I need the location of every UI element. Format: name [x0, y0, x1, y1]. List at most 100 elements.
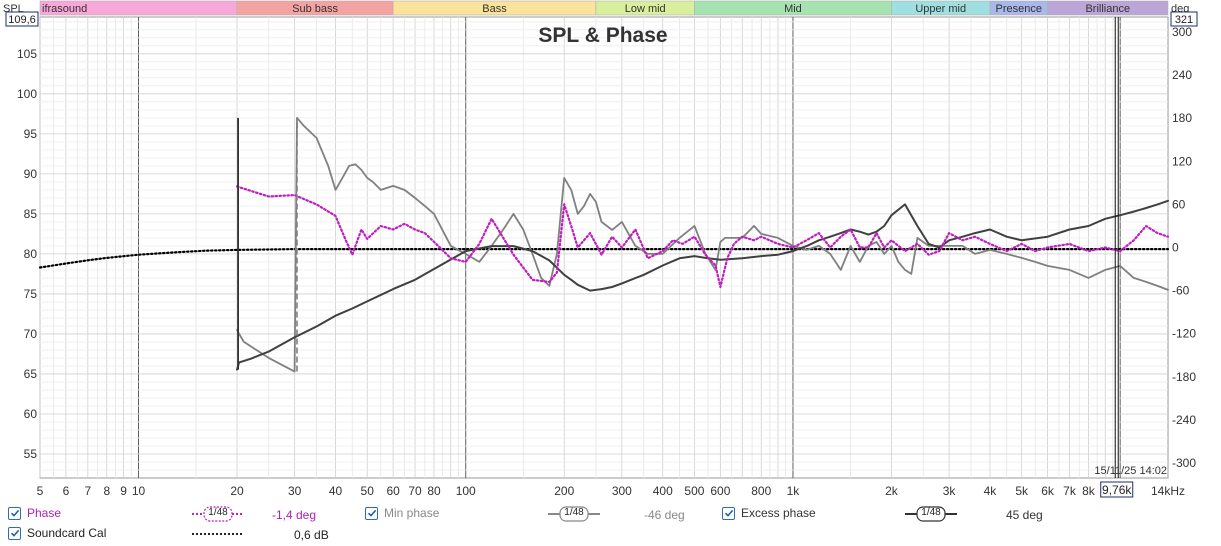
band-label-6: Upper mid [915, 3, 966, 15]
chart-title: SPL & Phase [538, 24, 667, 47]
x-tick-label-2: 7 [84, 484, 91, 498]
x-tick-label-27: 8k [1082, 484, 1096, 498]
y-right-tick-label-5: 0 [1172, 241, 1179, 255]
x-tick-label-21: 2k [885, 484, 899, 498]
x-tick-label-25: 6k [1041, 484, 1055, 498]
soundcard-cal-checkbox[interactable] [8, 526, 21, 540]
y-right-tick-label-4: 60 [1172, 197, 1186, 211]
excess-phase-checkbox[interactable] [722, 506, 735, 520]
x-tick-label-15: 300 [612, 484, 632, 498]
phase-checkbox[interactable] [8, 506, 21, 520]
y-left-max-label: 109,6 [8, 14, 36, 26]
x-tick-label-24: 5k [1015, 484, 1029, 498]
min-phase-value: -46 deg [644, 508, 685, 522]
y-left-tick-label-6: 85 [24, 207, 38, 221]
y-left-max-box[interactable]: 109,6 [5, 11, 39, 27]
cursor-readout-label: 9,76k [1102, 483, 1132, 497]
x-tick-label-0: 5 [37, 484, 44, 498]
min-phase-toggle[interactable]: Min phase [365, 506, 439, 520]
phase-smoothing-label: 1/48 [208, 507, 228, 518]
y-left-tick-label-8: 95 [24, 127, 38, 141]
y-right-tick-label-10: -300 [1172, 456, 1196, 470]
soundcard-cal-toggle[interactable]: Soundcard Cal [8, 526, 106, 540]
y-left-tick-label-5: 80 [24, 247, 38, 261]
cursor-readout-box[interactable] [1100, 481, 1134, 498]
y-left-tick-label-3: 70 [24, 327, 38, 341]
series-line-phase [235, 185, 1170, 289]
x-tick-label-28: 14kHz [1151, 484, 1185, 498]
min-phase-label: Min phase [384, 506, 440, 520]
x-tick-label-23: 4k [984, 484, 998, 498]
x-tick-label-11: 70 [408, 484, 422, 498]
band-label-8: Brilliance [1085, 3, 1130, 15]
legend-row-1: Phase 1/48 -1,4 deg Min phase 1/48 -46 d… [0, 504, 1221, 524]
band-label-2: Sub bass [292, 3, 338, 15]
check-icon [367, 509, 376, 517]
min-phase-smoothing-label: 1/48 [564, 507, 584, 518]
series-line-soundcard-cal [38, 248, 1170, 269]
phase-toggle[interactable]: Phase [8, 506, 61, 520]
x-tick-label-12: 80 [427, 484, 441, 498]
x-tick-label-17: 500 [684, 484, 704, 498]
soundcard-cal-swatch[interactable] [192, 526, 244, 542]
x-tick-label-7: 30 [288, 484, 302, 498]
x-tick-label-6: 20 [230, 484, 244, 498]
y-left-tick-label-10: 105 [17, 47, 37, 61]
y-right-max-box[interactable]: 321 [1170, 11, 1198, 27]
x-tick-label-16: 400 [653, 484, 673, 498]
y-right-tick-label-0: 300 [1172, 25, 1192, 39]
phase-smoothing-swatch[interactable]: 1/48 [192, 506, 244, 522]
soundcard-cal-label: Soundcard Cal [27, 526, 107, 540]
excess-phase-toggle[interactable]: Excess phase [722, 506, 816, 520]
band-label-1: ifrasound [42, 3, 87, 15]
timestamp-label: 15/11/25 14:02 [1094, 465, 1167, 477]
x-tick-label-19: 800 [751, 484, 771, 498]
band-label-4: Low mid [625, 3, 666, 15]
excess-phase-smoothing-swatch[interactable]: 1/48 [905, 506, 957, 522]
min-phase-checkbox[interactable] [365, 506, 378, 520]
band-label-5: Mid [784, 3, 802, 15]
soundcard-cal-value: 0,6 dB [294, 528, 329, 542]
excess-phase-value: 45 deg [1006, 508, 1043, 522]
x-tick-label-3: 8 [103, 484, 110, 498]
x-tick-label-5: 10 [132, 484, 146, 498]
x-tick-label-8: 40 [329, 484, 343, 498]
y-right-tick-label-2: 180 [1172, 111, 1192, 125]
x-tick-label-9: 50 [361, 484, 375, 498]
x-tick-label-22: 3k [943, 484, 957, 498]
check-icon [724, 509, 733, 517]
y-right-tick-label-9: -240 [1172, 413, 1196, 427]
band-8 [1047, 0, 1169, 16]
series-line-excess-phase [236, 199, 1169, 371]
excess-phase-smoothing-label: 1/48 [921, 507, 941, 518]
y-right-tick-label-3: 120 [1172, 154, 1192, 168]
x-tick-label-13: 100 [456, 484, 476, 498]
min-phase-smoothing-swatch[interactable]: 1/48 [548, 506, 600, 522]
y-left-tick-label-0: 55 [24, 447, 38, 461]
y-right-tick-label-7: -120 [1172, 327, 1196, 341]
band-label-3: Bass [482, 3, 507, 15]
x-tick-label-4: 9 [120, 484, 127, 498]
y-left-tick-label-2: 65 [24, 367, 38, 381]
check-icon [10, 529, 19, 537]
y-right-tick-label-8: -180 [1172, 370, 1196, 384]
series-line-min-phase [236, 116, 1169, 373]
excess-phase-label: Excess phase [741, 506, 816, 520]
y-left-tick-label-7: 90 [24, 167, 38, 181]
y-left-tick-label-4: 75 [24, 287, 38, 301]
y-right-tick-label-1: 240 [1172, 68, 1192, 82]
legend-row-2: Soundcard Cal 0,6 dB [0, 524, 1221, 544]
phase-label: Phase [27, 506, 62, 520]
check-icon [10, 509, 19, 517]
y-right-tick-label-6: -60 [1172, 284, 1190, 298]
y-left-tick-label-9: 100 [17, 87, 37, 101]
x-tick-label-20: 1k [787, 484, 801, 498]
x-tick-label-18: 600 [710, 484, 730, 498]
band-label-7: Presence [996, 3, 1042, 15]
y-left-tick-label-1: 60 [24, 407, 38, 421]
x-tick-label-26: 7k [1063, 484, 1077, 498]
spl-phase-chart[interactable]: ifrasound Sub bass Bass Low mid Mid Upper mid… [0, 0, 1221, 500]
x-tick-label-14: 200 [554, 484, 574, 498]
x-tick-label-10: 60 [386, 484, 400, 498]
x-tick-label-1: 6 [63, 484, 70, 498]
